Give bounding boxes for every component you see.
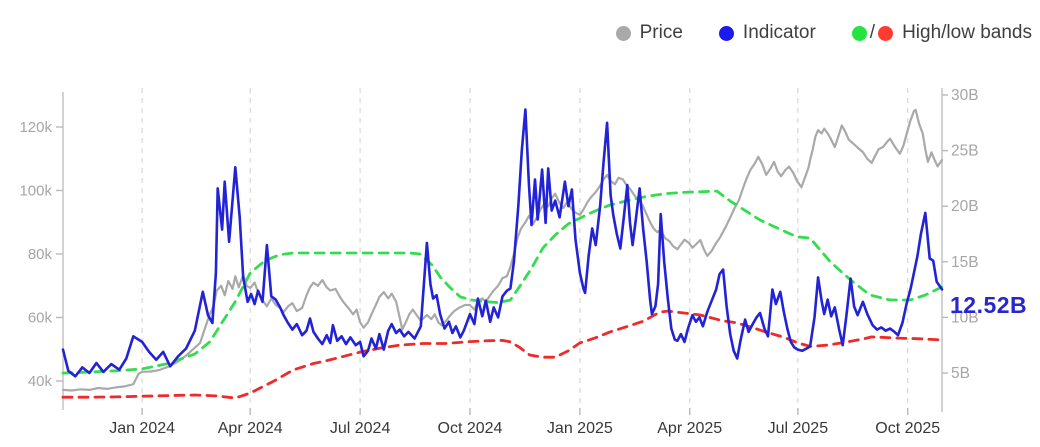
svg-text:Jul 2024: Jul 2024 xyxy=(330,420,391,437)
svg-text:40k: 40k xyxy=(28,373,53,390)
svg-text:Jan 2025: Jan 2025 xyxy=(547,420,613,437)
svg-text:5B: 5B xyxy=(951,365,970,382)
svg-text:10B: 10B xyxy=(951,309,979,326)
bands-separator: / xyxy=(869,22,876,43)
price-series-dot-icon xyxy=(615,25,631,41)
svg-text:Oct 2025: Oct 2025 xyxy=(875,420,940,437)
svg-text:Jul 2025: Jul 2025 xyxy=(768,420,829,437)
legend-item-indicator[interactable]: Indicator xyxy=(718,22,816,44)
svg-text:80k: 80k xyxy=(28,246,53,263)
indicator-current-value-label: 12.52B xyxy=(950,292,1028,319)
svg-text:20B: 20B xyxy=(951,198,979,215)
indicator-series-dot-icon xyxy=(718,25,734,41)
svg-text:60k: 60k xyxy=(28,310,53,327)
high-band-dot-icon xyxy=(851,25,867,41)
svg-text:120k: 120k xyxy=(19,119,52,136)
legend-label-bands: High/low bands xyxy=(902,22,1032,43)
svg-text:Oct 2024: Oct 2024 xyxy=(438,420,503,437)
svg-text:Jan 2024: Jan 2024 xyxy=(109,420,175,437)
svg-text:Apr 2024: Apr 2024 xyxy=(218,420,283,437)
svg-text:25B: 25B xyxy=(951,143,979,160)
legend-label-price: Price xyxy=(639,22,683,43)
svg-text:15B: 15B xyxy=(951,254,979,271)
legend-label-indicator: Indicator xyxy=(742,22,816,43)
low-band-dot-icon xyxy=(878,25,894,41)
bands-dual-dot-icon: / xyxy=(851,22,894,44)
legend-item-bands[interactable]: / High/low bands xyxy=(851,22,1032,44)
chart-legend: Price Indicator / High/low bands xyxy=(615,22,1032,44)
svg-text:Apr 2025: Apr 2025 xyxy=(657,420,722,437)
svg-text:30B: 30B xyxy=(951,87,979,104)
legend-item-price[interactable]: Price xyxy=(615,22,683,44)
svg-text:100k: 100k xyxy=(19,183,52,200)
